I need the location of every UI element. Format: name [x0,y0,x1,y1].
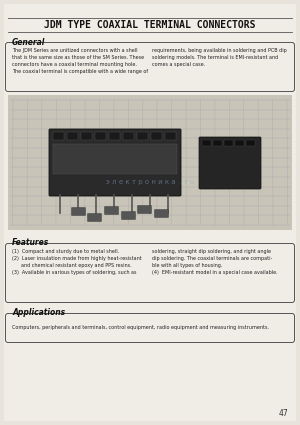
FancyBboxPatch shape [5,42,295,91]
Bar [246,140,255,146]
Bar [123,132,134,140]
Bar [53,144,177,174]
Bar [151,132,162,140]
FancyBboxPatch shape [137,206,152,213]
Bar [224,140,233,146]
Bar [109,132,120,140]
Text: soldering, straight dip soldering, and right angle
dip soldering. The coaxial te: soldering, straight dip soldering, and r… [152,249,278,275]
FancyBboxPatch shape [5,244,295,303]
FancyBboxPatch shape [122,212,136,219]
Bar [81,132,92,140]
Text: The JDM Series are unitized connectors with a shell
that is the same size as tho: The JDM Series are unitized connectors w… [12,48,148,74]
Text: Computers, peripherals and terminals, control equipment, radio equipment and mea: Computers, peripherals and terminals, co… [12,326,269,331]
Text: э л е к т р о н и к а  . r u: э л е к т р о н и к а . r u [106,179,194,185]
FancyBboxPatch shape [5,314,295,343]
Text: 47: 47 [278,409,288,418]
FancyBboxPatch shape [88,213,101,221]
Bar [67,132,78,140]
FancyBboxPatch shape [154,210,169,218]
Text: requirements, being available in soldering and PCB dip
soldering models. The ter: requirements, being available in solderi… [152,48,287,67]
Text: General: General [12,38,45,47]
Bar [165,132,176,140]
FancyBboxPatch shape [71,207,85,215]
Text: JDM TYPE COAXIAL TERMINAL CONNECTORS: JDM TYPE COAXIAL TERMINAL CONNECTORS [44,20,256,30]
FancyBboxPatch shape [199,137,261,189]
Text: Applications: Applications [12,308,65,317]
Text: (1)  Compact and sturdy due to metal shell.
(2)  Laser insulation made from high: (1) Compact and sturdy due to metal shel… [12,249,142,275]
Text: Features: Features [12,238,49,247]
Bar [95,132,106,140]
FancyBboxPatch shape [104,207,118,215]
Bar [53,132,64,140]
Bar [235,140,244,146]
Bar [8,95,292,230]
Bar [213,140,222,146]
Bar [202,140,211,146]
FancyBboxPatch shape [49,129,181,196]
Bar [137,132,148,140]
